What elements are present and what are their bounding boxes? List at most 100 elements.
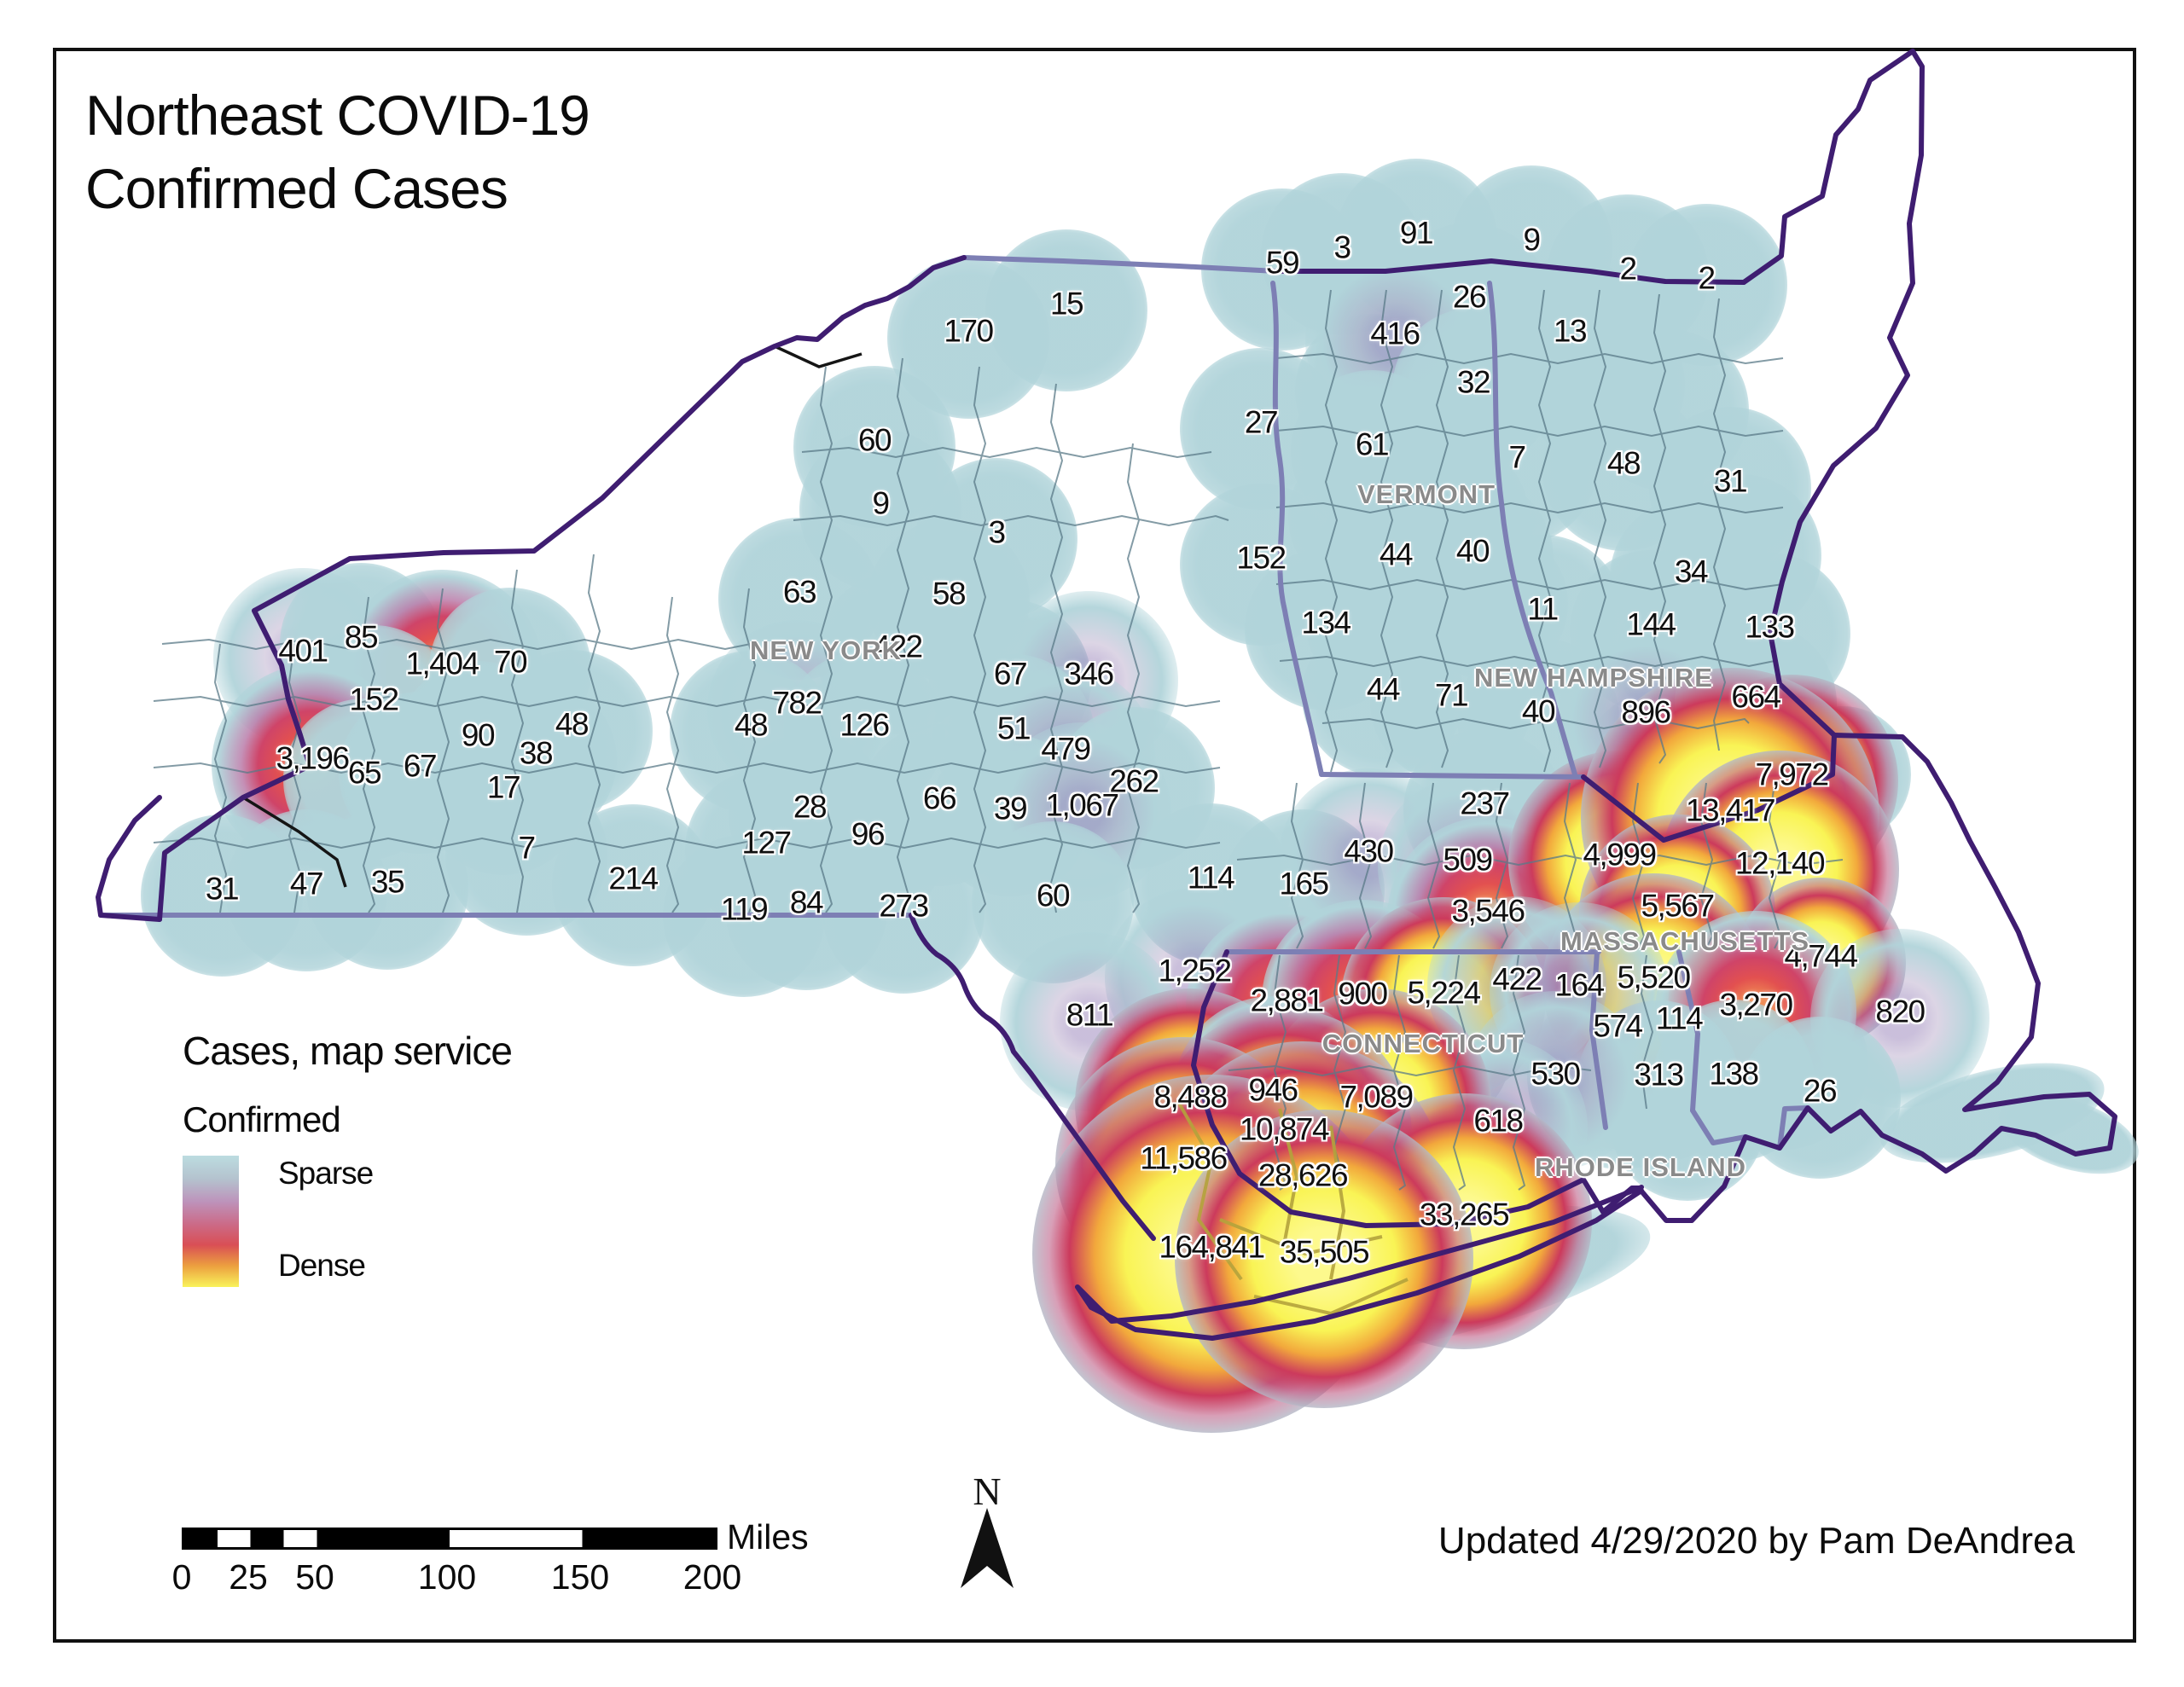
case-count-label: 85: [344, 619, 379, 655]
case-count-label: 820: [1875, 994, 1926, 1029]
nyc-county-lines: [1176, 1099, 1409, 1316]
case-count-label: 60: [1036, 878, 1071, 913]
case-count-label: 9: [872, 485, 890, 521]
state-name-label: NEW YORK: [750, 635, 902, 665]
case-count-label: 3,270: [1719, 987, 1793, 1023]
case-count-label: 1,252: [1158, 953, 1232, 988]
case-count-label: 66: [922, 780, 957, 816]
case-count-label: 422: [1492, 961, 1542, 997]
case-count-label: 126: [839, 707, 890, 743]
case-count-label: 59: [1265, 245, 1300, 281]
case-count-label: 170: [944, 313, 994, 349]
case-count-label: 664: [1731, 679, 1781, 715]
state-name-label: CONNECTICUT: [1321, 1029, 1525, 1058]
case-count-label: 5,567: [1641, 888, 1715, 924]
case-count-label: 40: [1521, 693, 1556, 729]
case-count-label: 35: [370, 864, 405, 900]
case-count-label: 11: [1527, 591, 1559, 627]
legend-dense-label: Dense: [278, 1248, 366, 1283]
case-count-label: 900: [1338, 976, 1388, 1012]
case-count-label: 48: [555, 706, 590, 742]
case-count-label: 3,546: [1451, 893, 1525, 929]
case-count-label: 5,224: [1407, 975, 1481, 1011]
case-count-label: 40: [1455, 533, 1490, 569]
case-count-label: 34: [1674, 554, 1709, 589]
case-count-label: 273: [879, 888, 929, 924]
state-name-label: RHODE ISLAND: [1535, 1152, 1746, 1182]
scale-bar-tick-label: 100: [417, 1557, 477, 1597]
case-count-label: 144: [1626, 606, 1676, 642]
case-count-label: 26: [1803, 1073, 1838, 1109]
state-border-outline: [96, 49, 2117, 1341]
case-count-label: 401: [278, 633, 328, 669]
case-count-label: 15: [1049, 286, 1084, 322]
case-count-label: 1,067: [1045, 787, 1119, 823]
case-count-label: 2,881: [1250, 983, 1324, 1018]
case-count-label: 13: [1553, 313, 1588, 349]
scale-bar-tick-label: 25: [229, 1557, 268, 1597]
case-count-label: 4,744: [1784, 938, 1858, 974]
case-count-label: 127: [741, 825, 792, 861]
case-count-label: 313: [1634, 1057, 1684, 1093]
map-legend: Cases, map service Confirmed Sparse Dens…: [183, 1028, 513, 1287]
case-count-label: 96: [851, 816, 886, 852]
case-count-label: 44: [1379, 536, 1414, 572]
case-count-label: 2: [1698, 260, 1716, 296]
case-count-label: 114: [1187, 860, 1235, 896]
case-count-label: 31: [205, 871, 240, 907]
case-count-label: 1,404: [405, 646, 479, 681]
scale-bar-tick-label: 50: [295, 1557, 334, 1597]
case-count-label: 48: [1606, 445, 1641, 481]
case-count-label: 946: [1248, 1072, 1298, 1108]
north-arrow-glyph: [961, 1508, 1014, 1588]
case-count-label: 509: [1443, 842, 1493, 878]
scale-bar-unit: Miles: [727, 1517, 809, 1557]
case-count-label: 71: [1434, 677, 1469, 713]
north-arrow-letter: N: [973, 1470, 1002, 1513]
attribution-text: Updated 4/29/2020 by Pam DeAndrea: [1438, 1520, 2075, 1562]
state-name-label: MASSACHUSETTS: [1560, 926, 1810, 956]
legend-sparse-label: Sparse: [278, 1156, 374, 1191]
case-count-label: 32: [1456, 364, 1491, 400]
case-count-label: 47: [289, 866, 324, 901]
case-count-label: 67: [403, 748, 438, 784]
scale-bar-segments: [182, 1528, 717, 1550]
case-count-label: 33,265: [1419, 1197, 1510, 1232]
case-count-label: 119: [720, 891, 769, 927]
case-count-label: 26: [1452, 279, 1487, 315]
case-count-label: 84: [789, 884, 824, 920]
case-count-label: 70: [493, 644, 528, 680]
case-count-label: 91: [1399, 215, 1434, 251]
case-count-label: 5,520: [1617, 959, 1691, 995]
case-count-label: 90: [461, 717, 496, 753]
case-count-label: 48: [734, 707, 769, 743]
case-count-label: 3: [1333, 229, 1351, 265]
county-boundary-lines: [153, 289, 1844, 1191]
case-count-label: 67: [993, 656, 1028, 692]
inland-water-borders: [98, 255, 1810, 1151]
case-count-label: 3,196: [276, 740, 350, 776]
case-count-label: 152: [1236, 540, 1287, 576]
case-count-label: 9: [1523, 222, 1541, 258]
density-blob: [1625, 204, 1787, 366]
case-count-label: 7,972: [1755, 757, 1829, 792]
case-count-label: 7: [518, 830, 536, 866]
page-title-line1: Northeast COVID-19: [85, 84, 590, 147]
case-count-label: 28: [793, 789, 828, 825]
case-count-label: 7,089: [1339, 1079, 1414, 1115]
case-count-label: 164,841: [1159, 1229, 1265, 1265]
case-count-label: 13,417: [1685, 792, 1776, 828]
case-count-label: 65: [347, 755, 382, 791]
case-count-label: 134: [1301, 605, 1351, 641]
pa-nj-border-lines: [242, 345, 863, 888]
case-count-label: 782: [772, 685, 822, 721]
legend-heading: Cases, map service: [183, 1029, 513, 1073]
case-count-label: 58: [932, 576, 967, 612]
case-count-label: 346: [1064, 656, 1114, 692]
case-count-label: 44: [1366, 671, 1401, 707]
case-count-label: 12,140: [1734, 845, 1826, 881]
case-count-label: 165: [1279, 866, 1329, 901]
case-count-label: 11,586: [1140, 1140, 1228, 1176]
density-blob: [1739, 1017, 1901, 1179]
